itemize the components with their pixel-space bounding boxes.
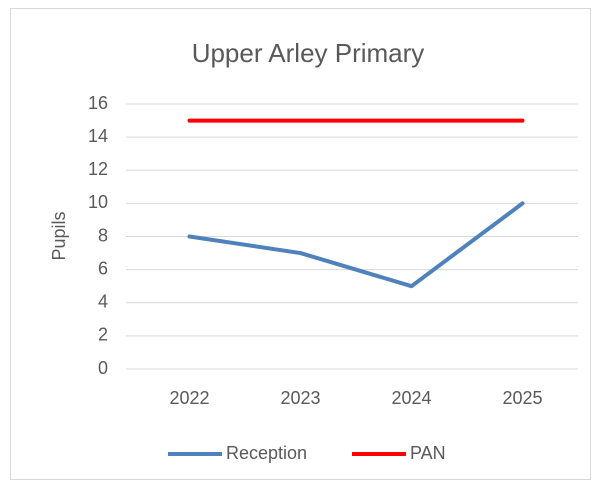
x-tick-label: 2024 — [391, 388, 431, 408]
chart-title: Upper Arley Primary — [192, 38, 425, 68]
legend-label: Reception — [226, 443, 307, 463]
x-tick-label: 2023 — [280, 388, 320, 408]
legend-label: PAN — [410, 443, 446, 463]
y-tick-label: 8 — [98, 225, 108, 245]
y-tick-label: 0 — [98, 358, 108, 378]
chart-border — [10, 8, 591, 480]
x-tick-label: 2022 — [169, 388, 209, 408]
y-tick-label: 10 — [88, 192, 108, 212]
y-axis-label: Pupils — [49, 211, 69, 260]
y-tick-label: 4 — [98, 292, 108, 312]
y-tick-label: 2 — [98, 325, 108, 345]
y-tick-label: 6 — [98, 258, 108, 278]
y-tick-label: 12 — [88, 159, 108, 179]
y-tick-label: 16 — [88, 93, 108, 113]
line-series — [187, 201, 525, 289]
x-tick-label: 2025 — [502, 388, 542, 408]
y-tick-label: 14 — [88, 126, 108, 146]
